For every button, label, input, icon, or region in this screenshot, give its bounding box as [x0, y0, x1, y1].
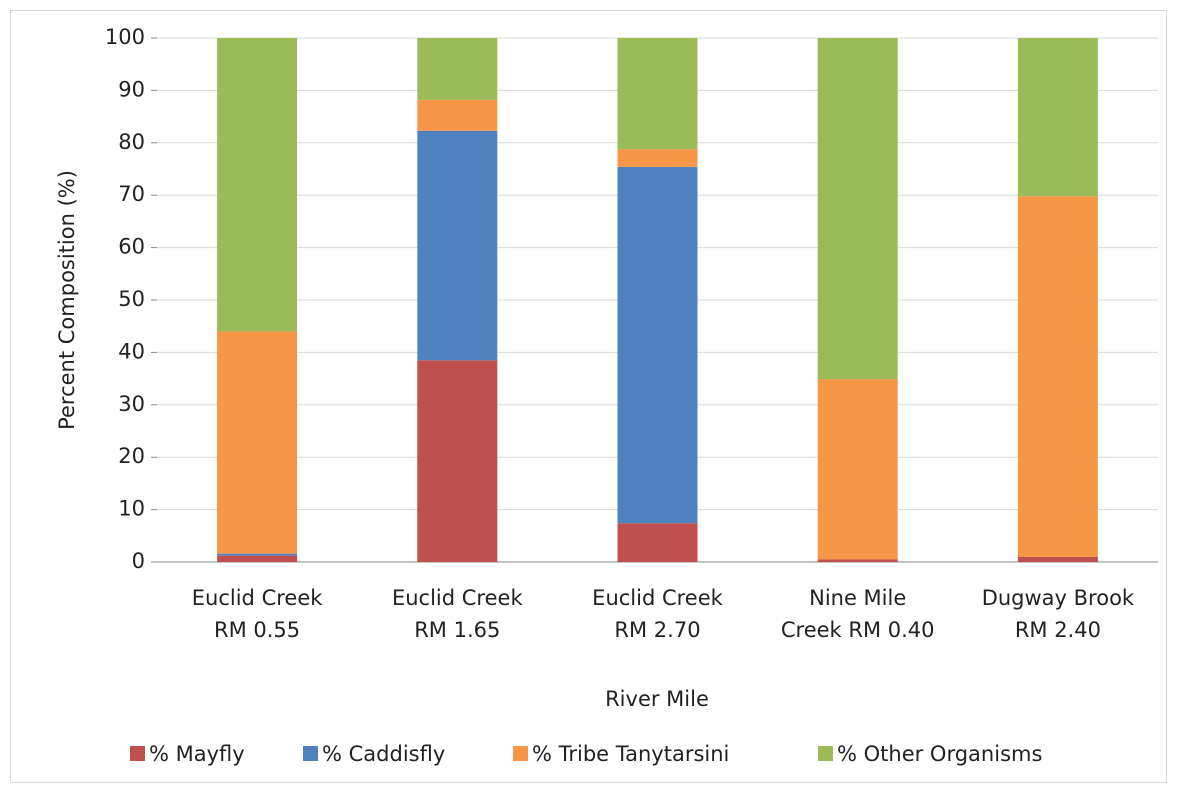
legend-label: % Other Organisms: [837, 742, 1042, 766]
bar-segment: [817, 38, 898, 380]
bar-segment: [217, 331, 298, 554]
y-tick-label: 50: [118, 287, 145, 311]
legend-label: % Caddisfly: [322, 742, 445, 766]
bar-segment: [617, 38, 698, 150]
bar-segment: [1017, 38, 1098, 197]
y-tick-label: 80: [118, 130, 145, 154]
bar-segment: [1017, 556, 1098, 562]
x-tick-label: Euclid Creek RM 1.65: [391, 586, 523, 642]
y-axis-title: Percent Composition (%): [55, 170, 79, 430]
y-tick-label: 20: [118, 444, 145, 468]
y-tick-label: 60: [118, 235, 145, 259]
bar-segment: [817, 559, 898, 562]
bar-segment: [417, 360, 498, 562]
x-tick-label: Nine Mile Creek RM 0.40: [780, 586, 935, 642]
legend-swatch: [130, 746, 145, 761]
x-tick-label: Dugway Brook RM 2.40: [981, 586, 1135, 642]
chart-border: [10, 10, 1167, 783]
legend-swatch: [303, 746, 318, 761]
x-tick-label: Euclid Creek RM 2.70: [592, 586, 723, 642]
bar-segment: [417, 130, 498, 361]
legend-label: % Mayfly: [149, 742, 245, 766]
y-tick-label: 100: [105, 25, 145, 49]
bar-segment: [217, 38, 298, 332]
bar-segment: [217, 555, 298, 562]
y-tick-label: 30: [118, 392, 145, 416]
bar-segment: [217, 553, 298, 556]
y-tick-label: 90: [118, 77, 145, 101]
y-tick-label: 0: [132, 549, 145, 573]
bar-segment: [817, 379, 898, 560]
bar-segment: [417, 38, 498, 100]
bar-segment: [617, 166, 698, 524]
bar-segment: [1017, 196, 1098, 557]
y-tick-label: 10: [118, 497, 145, 521]
y-tick-label: 70: [118, 182, 145, 206]
bar-segment: [417, 99, 498, 131]
legend-label: % Tribe Tanytarsini: [532, 742, 729, 766]
bar-segment: [617, 523, 698, 562]
legend-swatch: [513, 746, 528, 761]
legend-swatch: [818, 746, 833, 761]
x-axis-title: River Mile: [605, 687, 709, 711]
y-tick-label: 40: [118, 339, 145, 363]
bar-segment: [617, 149, 698, 167]
x-tick-label: Euclid Creek RM 0.55: [191, 586, 323, 642]
